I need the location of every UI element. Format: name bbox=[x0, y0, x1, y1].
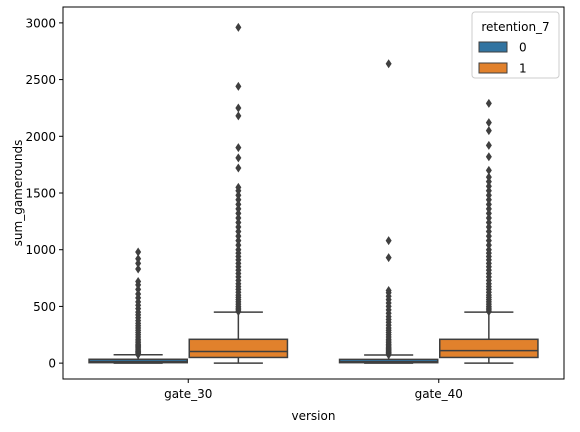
legend-swatch bbox=[478, 62, 508, 74]
outlier-point bbox=[485, 245, 492, 255]
outlier-point bbox=[235, 195, 242, 205]
y-axis: 0 500 1000 1500 2000 2500 3000 bbox=[25, 16, 63, 371]
outlier-point bbox=[235, 231, 242, 241]
outlier-point bbox=[485, 204, 492, 214]
outlier-point bbox=[235, 103, 242, 113]
x-tick-label: gate_30 bbox=[164, 387, 212, 401]
box-gate_30-1 bbox=[188, 22, 289, 364]
outlier-point bbox=[235, 182, 242, 192]
outlier-point bbox=[235, 143, 242, 153]
outlier-point bbox=[485, 98, 492, 108]
legend-item-1: 1 bbox=[478, 62, 527, 76]
outlier-point bbox=[235, 208, 242, 218]
outlier-point bbox=[235, 236, 242, 246]
outlier-point bbox=[235, 222, 242, 232]
iqr-box bbox=[439, 338, 539, 359]
outlier-point bbox=[485, 140, 492, 150]
legend-title: retention_7 bbox=[481, 20, 549, 34]
outlier-point bbox=[235, 217, 242, 227]
outlier-point bbox=[485, 177, 492, 187]
outlier-point bbox=[485, 213, 492, 223]
y-tick-label: 0 bbox=[48, 357, 56, 371]
outlier-point bbox=[485, 190, 492, 200]
outlier-point bbox=[485, 186, 492, 196]
outlier-point bbox=[485, 172, 492, 182]
outlier-point bbox=[485, 222, 492, 232]
box-gate_30-0 bbox=[88, 247, 188, 364]
outlier-point bbox=[235, 213, 242, 223]
outlier-point bbox=[485, 227, 492, 237]
outlier-point bbox=[385, 286, 392, 296]
outlier-point bbox=[235, 163, 242, 173]
box-gate_40-1 bbox=[439, 98, 539, 364]
outlier-point bbox=[235, 153, 242, 163]
y-tick-label: 1000 bbox=[25, 243, 56, 257]
y-tick-label: 3000 bbox=[25, 16, 56, 30]
outlier-point bbox=[135, 247, 142, 257]
outlier-point bbox=[485, 126, 492, 136]
legend-label: 1 bbox=[519, 62, 527, 76]
y-tick-label: 2000 bbox=[25, 130, 56, 144]
legend-swatch bbox=[478, 41, 508, 53]
y-tick-label: 2500 bbox=[25, 73, 56, 87]
outlier-point bbox=[485, 195, 492, 205]
y-axis-label: sum_gamerounds bbox=[11, 140, 25, 247]
outlier-point bbox=[235, 204, 242, 214]
series-1 bbox=[188, 22, 539, 364]
outlier-point bbox=[135, 254, 142, 264]
outlier-point bbox=[135, 258, 142, 268]
outlier-point bbox=[485, 181, 492, 191]
legend: retention_7 01 bbox=[471, 11, 560, 79]
legend-label: 0 bbox=[519, 41, 527, 55]
legend-frame bbox=[471, 11, 560, 79]
outlier-point bbox=[485, 165, 492, 175]
outlier-point bbox=[485, 152, 492, 162]
y-tick-label: 1500 bbox=[25, 187, 56, 201]
outlier-point bbox=[235, 111, 242, 121]
outlier-point bbox=[485, 217, 492, 227]
outlier-point bbox=[385, 253, 392, 263]
outlier-point bbox=[485, 231, 492, 241]
outlier-point bbox=[235, 81, 242, 91]
outlier-point bbox=[485, 208, 492, 218]
outlier-point bbox=[135, 276, 142, 286]
outlier-point bbox=[235, 245, 242, 255]
outlier-point bbox=[485, 118, 492, 128]
outlier-point bbox=[235, 227, 242, 237]
iqr-box bbox=[188, 338, 289, 359]
legend-item-0: 0 bbox=[478, 41, 527, 55]
outlier-point bbox=[235, 199, 242, 209]
y-tick-label: 500 bbox=[33, 300, 56, 314]
outlier-point bbox=[385, 59, 392, 69]
outlier-point bbox=[235, 22, 242, 32]
outlier-point bbox=[485, 236, 492, 246]
outlier-point bbox=[235, 240, 242, 250]
plot-area bbox=[88, 22, 539, 364]
box-gate_40-0 bbox=[338, 59, 439, 364]
outlier-point bbox=[485, 199, 492, 209]
outlier-point bbox=[135, 284, 142, 294]
outlier-point bbox=[235, 190, 242, 200]
x-axis: gate_30 gate_40 bbox=[164, 379, 463, 401]
outlier-point bbox=[135, 289, 142, 299]
outlier-point bbox=[385, 236, 392, 246]
x-axis-label: version bbox=[292, 409, 336, 423]
outlier-point bbox=[485, 240, 492, 250]
series-0 bbox=[88, 59, 439, 364]
x-tick-label: gate_40 bbox=[415, 387, 463, 401]
outlier-point bbox=[135, 264, 142, 274]
legend-items: 01 bbox=[478, 41, 527, 76]
